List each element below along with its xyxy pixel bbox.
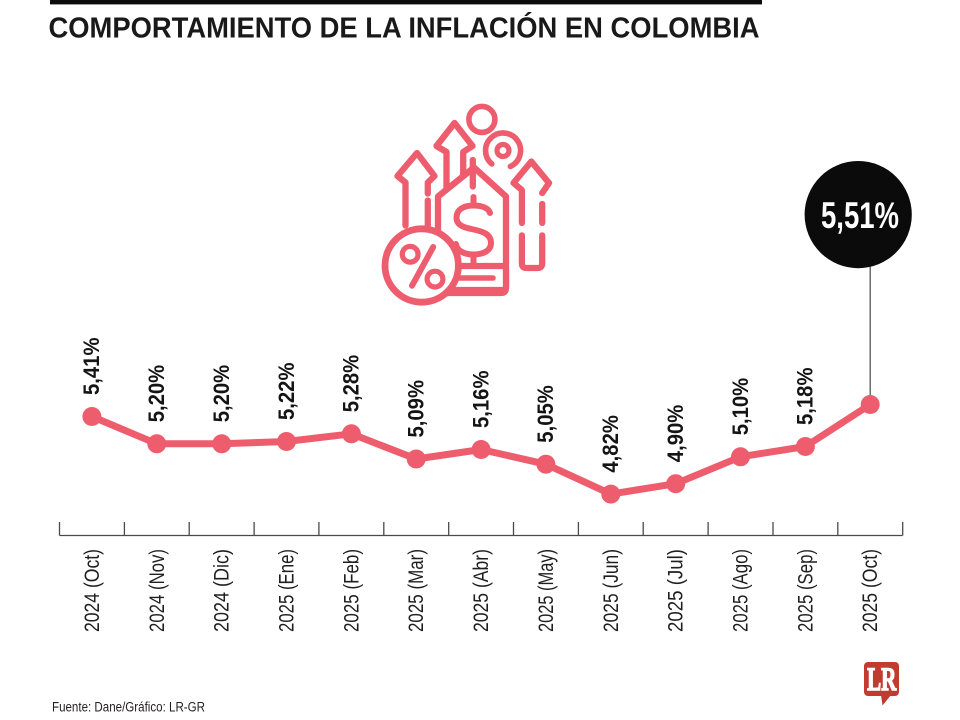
svg-text:2025 (Sep): 2025 (Sep) xyxy=(793,549,817,632)
svg-text:5,05%: 5,05% xyxy=(533,385,558,443)
svg-text:5,20%: 5,20% xyxy=(209,365,234,423)
svg-text:5,41%: 5,41% xyxy=(79,338,104,396)
svg-text:4,90%: 4,90% xyxy=(663,405,688,463)
svg-text:5,28%: 5,28% xyxy=(339,355,364,413)
svg-text:2024 (Dic): 2024 (Dic) xyxy=(210,549,234,632)
svg-text:5,10%: 5,10% xyxy=(728,378,753,436)
svg-text:5,22%: 5,22% xyxy=(274,363,299,421)
svg-text:COMPORTAMIENTO DE LA INFLACIÓN: COMPORTAMIENTO DE LA INFLACIÓN EN COLOMB… xyxy=(49,11,760,45)
svg-text:5,16%: 5,16% xyxy=(468,370,493,428)
svg-text:2025 (Abr): 2025 (Abr) xyxy=(469,549,493,632)
svg-text:2024 (Oct): 2024 (Oct) xyxy=(80,549,104,632)
svg-text:LR: LR xyxy=(867,661,897,697)
svg-text:2024 (Nov): 2024 (Nov) xyxy=(145,549,169,632)
svg-text:4,82%: 4,82% xyxy=(598,415,623,473)
svg-text:2025 (Jul): 2025 (Jul) xyxy=(664,549,688,632)
svg-text:2025 (Mar): 2025 (Mar) xyxy=(404,549,428,632)
svg-text:2025 (Feb): 2025 (Feb) xyxy=(339,549,363,632)
svg-text:2025 (Jun): 2025 (Jun) xyxy=(599,549,623,632)
svg-text:5,18%: 5,18% xyxy=(793,368,818,426)
svg-text:2025 (Oct): 2025 (Oct) xyxy=(858,549,882,632)
svg-text:5,51%: 5,51% xyxy=(821,194,899,236)
svg-text:2025 (May): 2025 (May) xyxy=(534,549,558,632)
svg-text:2025 (Ago): 2025 (Ago) xyxy=(729,549,753,632)
svg-text:5,20%: 5,20% xyxy=(144,365,169,423)
svg-text:5,09%: 5,09% xyxy=(404,380,429,438)
svg-text:2025 (Ene): 2025 (Ene) xyxy=(275,549,299,632)
svg-text:Fuente: Dane/Gráfico: LR-GR: Fuente: Dane/Gráfico: LR-GR xyxy=(52,700,205,715)
